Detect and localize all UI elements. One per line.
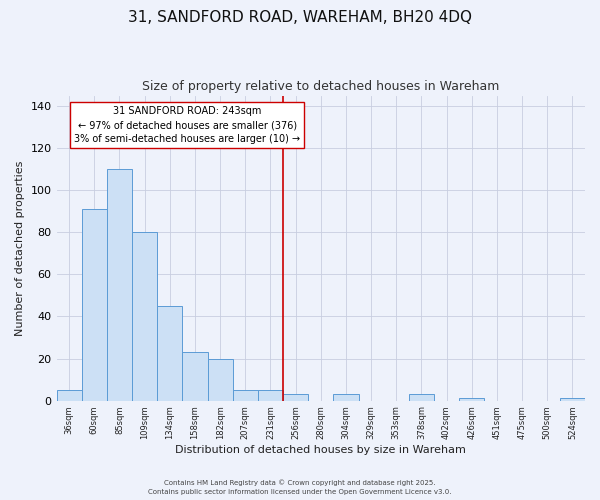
Bar xyxy=(82,209,107,400)
Bar xyxy=(258,390,283,400)
Bar xyxy=(107,169,132,400)
Bar xyxy=(132,232,157,400)
Text: 31 SANDFORD ROAD: 243sqm
← 97% of detached houses are smaller (376)
3% of semi-d: 31 SANDFORD ROAD: 243sqm ← 97% of detach… xyxy=(74,106,301,144)
Y-axis label: Number of detached properties: Number of detached properties xyxy=(15,160,25,336)
Bar xyxy=(233,390,258,400)
Bar xyxy=(283,394,308,400)
X-axis label: Distribution of detached houses by size in Wareham: Distribution of detached houses by size … xyxy=(175,445,466,455)
Bar xyxy=(560,398,585,400)
Bar xyxy=(56,390,82,400)
Bar xyxy=(208,358,233,401)
Title: Size of property relative to detached houses in Wareham: Size of property relative to detached ho… xyxy=(142,80,499,93)
Text: 31, SANDFORD ROAD, WAREHAM, BH20 4DQ: 31, SANDFORD ROAD, WAREHAM, BH20 4DQ xyxy=(128,10,472,25)
Bar xyxy=(459,398,484,400)
Bar xyxy=(334,394,359,400)
Bar xyxy=(182,352,208,401)
Text: Contains HM Land Registry data © Crown copyright and database right 2025.
Contai: Contains HM Land Registry data © Crown c… xyxy=(148,480,452,495)
Bar xyxy=(409,394,434,400)
Bar xyxy=(157,306,182,400)
